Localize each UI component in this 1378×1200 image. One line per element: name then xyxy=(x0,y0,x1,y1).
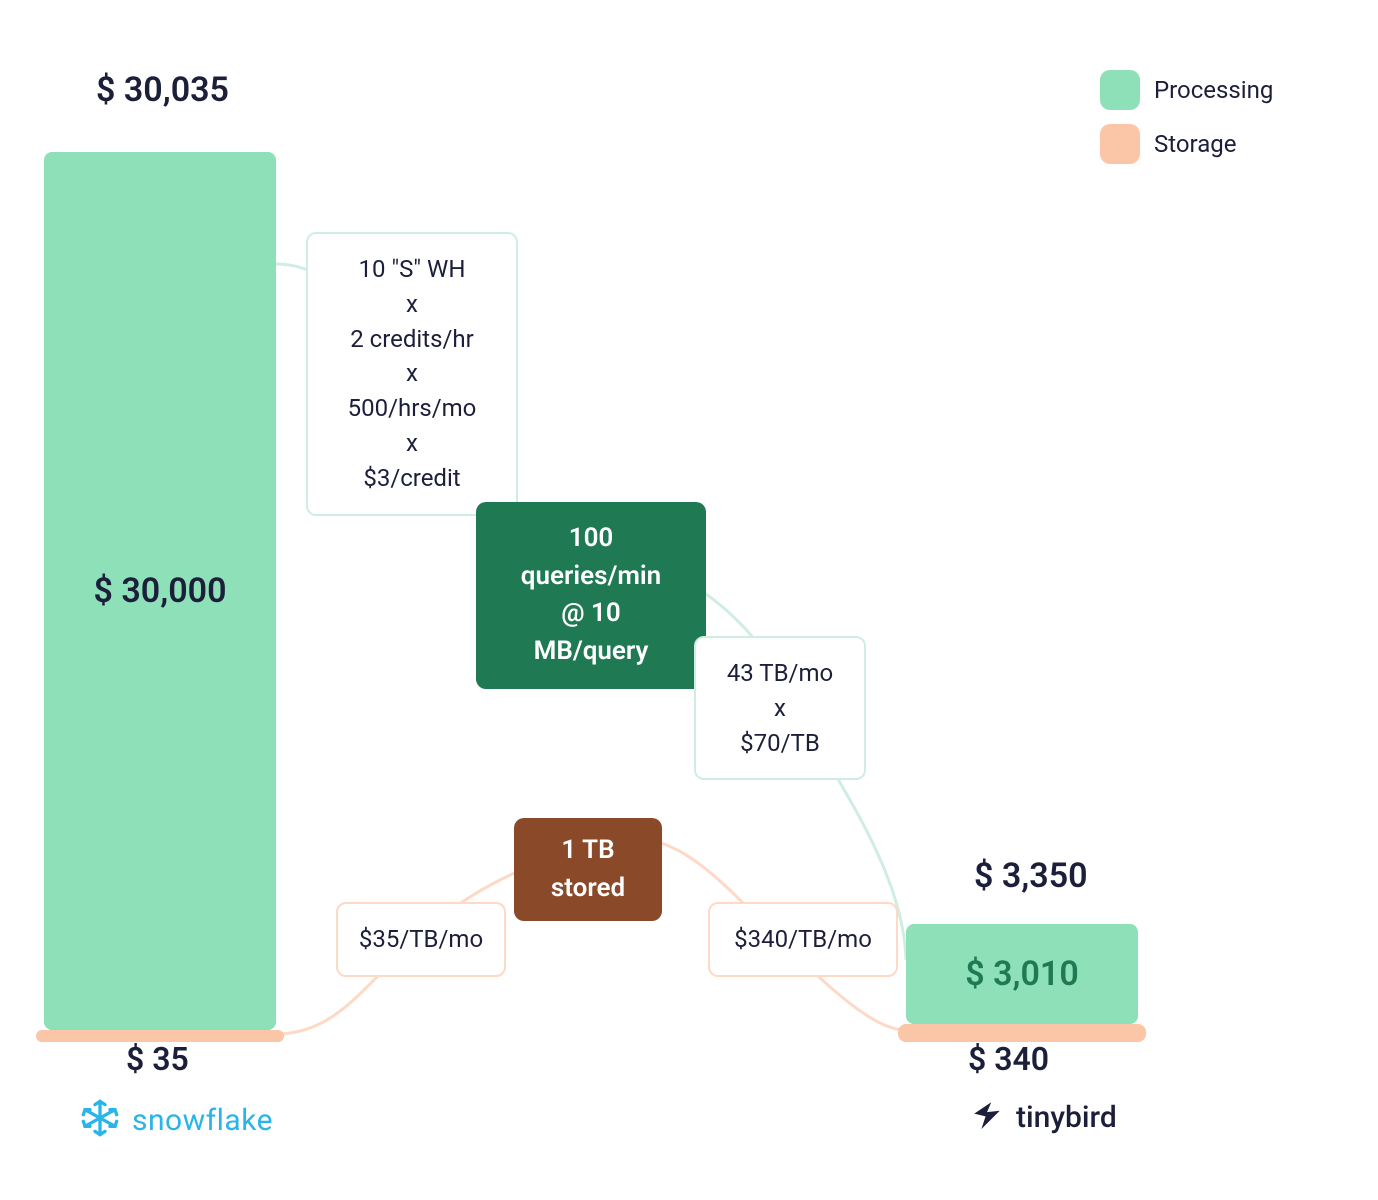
right-processing-label: $ 3,010 xyxy=(965,954,1079,994)
callout-line: stored xyxy=(551,870,625,908)
snowflake-brand: snowflake xyxy=(80,1098,273,1142)
callout-right-calc: 43 TB/mox$70/TB xyxy=(694,636,866,780)
callout-line: x xyxy=(406,426,418,461)
callout-line: 1 TB xyxy=(561,832,614,870)
callout-line: 2 credits/hr xyxy=(350,322,474,357)
legend-label: Processing xyxy=(1154,76,1273,104)
callout-storage-center: 1 TBstored xyxy=(514,818,662,921)
callout-line: 43 TB/mo xyxy=(727,656,833,691)
legend-swatch xyxy=(1100,124,1140,164)
callout-storage-left: $35/TB/mo xyxy=(336,902,506,977)
left-processing-bar: $ 30,000 xyxy=(44,152,276,1030)
callout-line: $3/credit xyxy=(363,461,460,496)
tinybird-label: tinybird xyxy=(1016,1100,1117,1135)
callout-line: x xyxy=(774,691,786,726)
total-left: $ 30,035 xyxy=(96,70,229,110)
callout-line: 10 "S" WH xyxy=(359,252,466,287)
callout-line: x xyxy=(406,356,418,391)
chart-canvas: Processing Storage $ 30,035 $ 3,350 $ 30,… xyxy=(0,0,1378,1200)
callout-storage-right: $340/TB/mo xyxy=(708,902,898,977)
callout-line: $35/TB/mo xyxy=(359,922,483,957)
snowflake-label: snowflake xyxy=(132,1103,273,1138)
legend: Processing Storage xyxy=(1100,70,1273,164)
callout-line: 100 queries/min xyxy=(502,520,680,595)
callout-line: 500/hrs/mo xyxy=(348,391,477,426)
legend-label: Storage xyxy=(1154,130,1236,158)
callout-center-query: 100 queries/min@ 10 MB/query xyxy=(476,502,706,689)
total-right: $ 3,350 xyxy=(974,856,1088,896)
callout-line: @ 10 MB/query xyxy=(502,595,680,670)
callout-line: $70/TB xyxy=(740,726,820,761)
callout-line: x xyxy=(406,287,418,322)
legend-item: Processing xyxy=(1100,70,1273,110)
legend-swatch xyxy=(1100,70,1140,110)
left-storage-label: $ 35 xyxy=(126,1040,189,1078)
tinybird-brand: tinybird xyxy=(970,1098,1117,1136)
snowflake-icon xyxy=(80,1098,120,1142)
left-processing-label: $ 30,000 xyxy=(94,571,227,611)
callout-left-calc: 10 "S" WHx2 credits/hrx500/hrs/mox$3/cre… xyxy=(306,232,518,516)
right-processing-bar: $ 3,010 xyxy=(906,924,1138,1024)
callout-line: $340/TB/mo xyxy=(734,922,872,957)
right-storage-label: $ 340 xyxy=(968,1040,1049,1078)
tinybird-icon xyxy=(970,1098,1004,1136)
legend-item: Storage xyxy=(1100,124,1273,164)
